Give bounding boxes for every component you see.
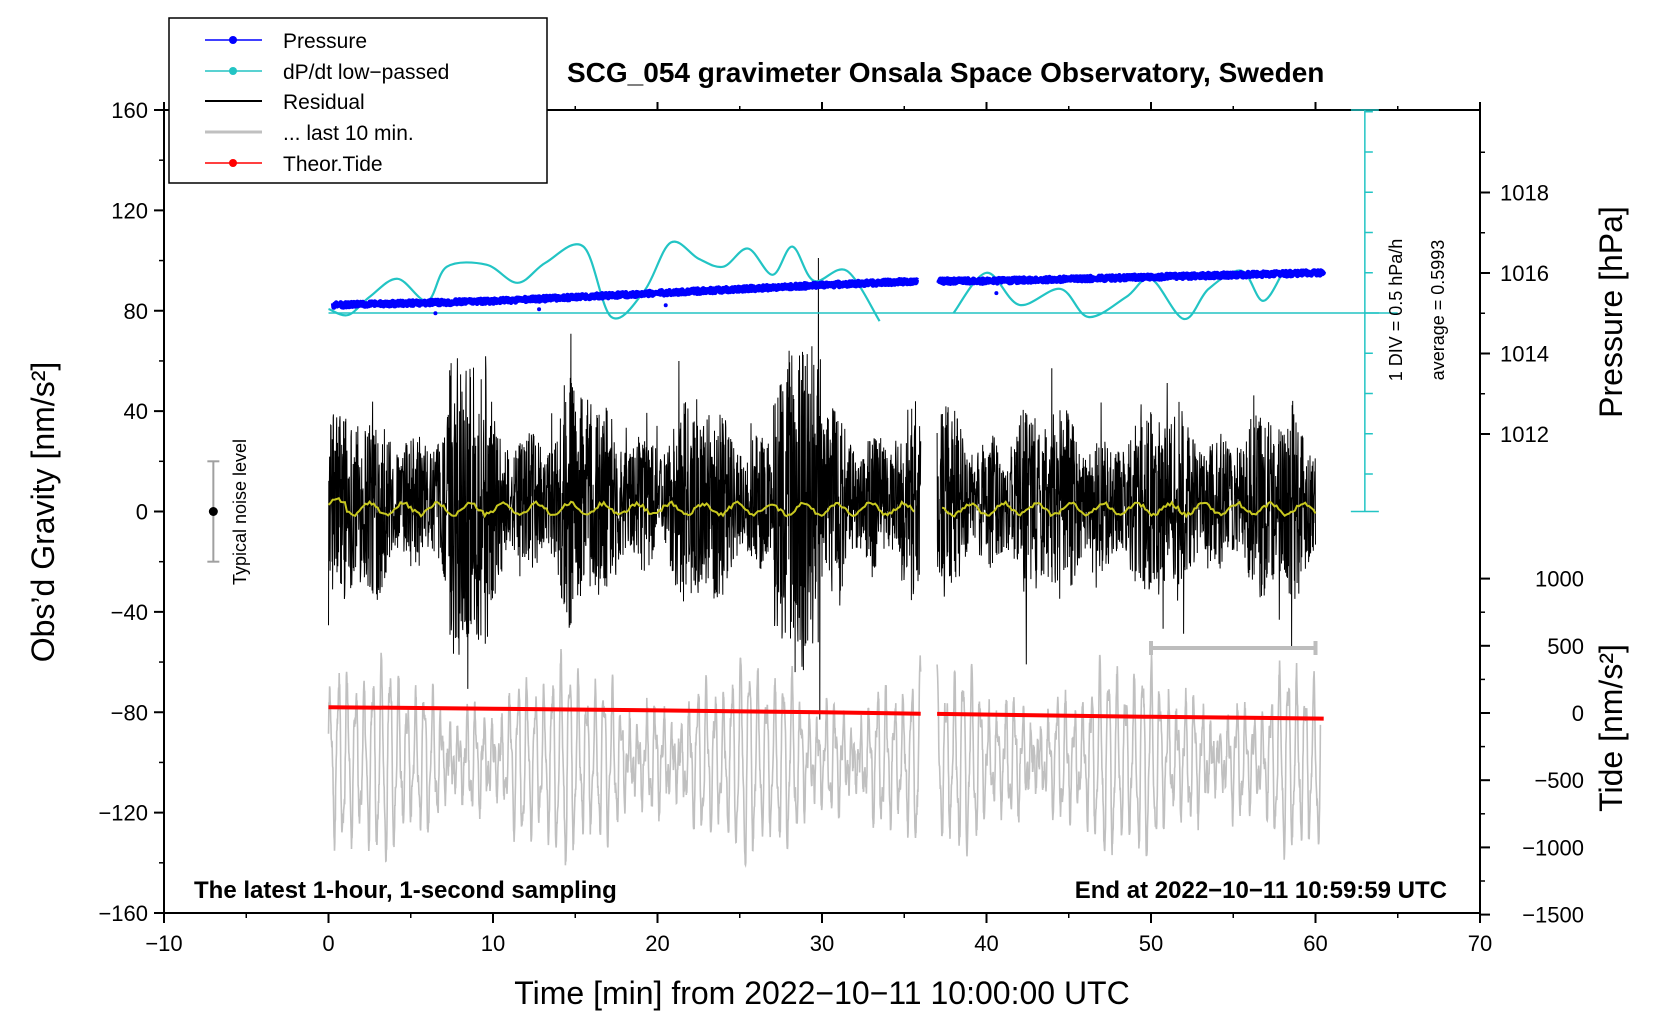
x-tick-label: 30 xyxy=(810,931,834,956)
legend-label-pressure: Pressure xyxy=(283,30,367,53)
pressure-outlier-dot xyxy=(994,291,999,296)
smoothed-residual-part-2 xyxy=(941,500,1317,519)
pressure-tick-label: 1014 xyxy=(1500,342,1549,367)
dpdt-line-part-1 xyxy=(328,240,881,322)
gray-seismic-trace xyxy=(327,648,1322,869)
noise-level-dot xyxy=(208,507,218,516)
legend-label-dpdt: dP/dt low−passed xyxy=(283,61,449,84)
x-tick-label: 0 xyxy=(322,931,334,956)
y-tick-label: −40 xyxy=(111,600,148,625)
y-tick-label: 160 xyxy=(111,98,148,123)
legend-item-residual: Residual xyxy=(205,91,365,114)
pressure-outlier-dot xyxy=(433,311,438,316)
y-tick-label: 0 xyxy=(136,500,148,525)
gravity-y-axis: 160 120 80 40 0 −40 −80 −120 −160 xyxy=(98,98,164,926)
y-tick-label: −160 xyxy=(98,901,148,926)
x-tick-label: 70 xyxy=(1468,931,1492,956)
tide-tick-label: −1500 xyxy=(1522,903,1584,928)
residual-trace-layer xyxy=(328,257,1316,720)
tide-tick-label: 500 xyxy=(1547,634,1584,659)
pressure-axis-label: Pressure [hPa] xyxy=(1593,206,1629,418)
pressure-tick-label: 1018 xyxy=(1500,181,1549,206)
pressure-line-part-2 xyxy=(936,268,1327,286)
x-tick-label: 40 xyxy=(974,931,998,956)
subtitle-right: End at 2022−10−11 10:59:59 UTC xyxy=(1075,877,1447,904)
legend-dot-dpdt xyxy=(229,67,237,75)
legend-label-residual: Residual xyxy=(283,91,365,114)
dpdt-average-label: average = 0.5993 xyxy=(1428,240,1448,381)
x-tick-label: 10 xyxy=(481,931,505,956)
tide-tick-label: 0 xyxy=(1572,701,1584,726)
smoothed-residual-part-1 xyxy=(327,496,915,519)
dpdt-layer xyxy=(328,109,1398,513)
x-tick-label: 60 xyxy=(1303,931,1327,956)
x-tick-label: 20 xyxy=(645,931,669,956)
chart-title: SCG_054 gravimeter Onsala Space Observat… xyxy=(567,57,1324,88)
tide-axis-label: Tide [nm/s²] xyxy=(1593,644,1629,812)
theor-tide-line-part-1 xyxy=(328,705,921,716)
pressure-y-axis: 1018 1016 1014 1012 xyxy=(1480,151,1549,447)
x-tick-label: 50 xyxy=(1139,931,1163,956)
legend-label-theor-tide: Theor.Tide xyxy=(283,153,383,176)
subtitle-left: The latest 1-hour, 1-second sampling xyxy=(194,877,617,904)
y-tick-label: 40 xyxy=(124,399,148,424)
legend-dot-pressure xyxy=(229,36,237,44)
noise-level-label: Typical noise level xyxy=(230,439,250,585)
pressure-outlier-dot xyxy=(537,307,542,312)
annotation-layer xyxy=(207,460,1318,655)
smoothed-residual-layer xyxy=(327,496,1317,519)
tide-tick-label: −1000 xyxy=(1522,835,1584,860)
dpdt-scale-label: 1 DIV = 0.5 hPa/h xyxy=(1386,239,1406,382)
pressure-outlier-dot xyxy=(663,303,668,308)
x-axis-label: Time [min] from 2022−10−11 10:00:00 UTC xyxy=(514,975,1129,1011)
legend: Pressure dP/dt low−passed Residual ... l… xyxy=(168,17,548,184)
residual-trace-part-1 xyxy=(328,257,922,720)
theor-tide-line-part-2 xyxy=(937,711,1324,721)
x-tick-label: −10 xyxy=(145,931,182,956)
legend-dot-theor-tide xyxy=(229,159,237,167)
pressure-layer xyxy=(330,268,1327,316)
legend-label-last10: ... last 10 min. xyxy=(283,122,414,145)
y-tick-label: −80 xyxy=(111,700,148,725)
tide-tick-label: −500 xyxy=(1534,768,1584,793)
residual-trace-part-2 xyxy=(936,368,1316,665)
pressure-tick-label: 1012 xyxy=(1500,422,1549,447)
legend-item-last10: ... last 10 min. xyxy=(205,122,414,145)
gravity-axis-label: Obs’d Gravity [nm/s²] xyxy=(25,362,61,663)
y-tick-label: 80 xyxy=(124,299,148,324)
gray-seismic-trace-layer xyxy=(327,648,1322,869)
y-tick-label: −120 xyxy=(98,801,148,826)
theor-tide-layer xyxy=(328,705,1324,721)
legend-item-pressure: Pressure xyxy=(205,30,367,53)
tide-y-axis: 1000 500 0 −500 −1000 −1500 xyxy=(1480,567,1584,928)
pressure-line-part-1 xyxy=(330,277,920,310)
pressure-tick-label: 1016 xyxy=(1500,261,1549,286)
y-tick-label: 120 xyxy=(111,198,148,223)
legend-item-dpdt: dP/dt low−passed xyxy=(205,61,449,84)
legend-item-theor-tide: Theor.Tide xyxy=(205,153,383,176)
tide-tick-label: 1000 xyxy=(1535,567,1584,592)
